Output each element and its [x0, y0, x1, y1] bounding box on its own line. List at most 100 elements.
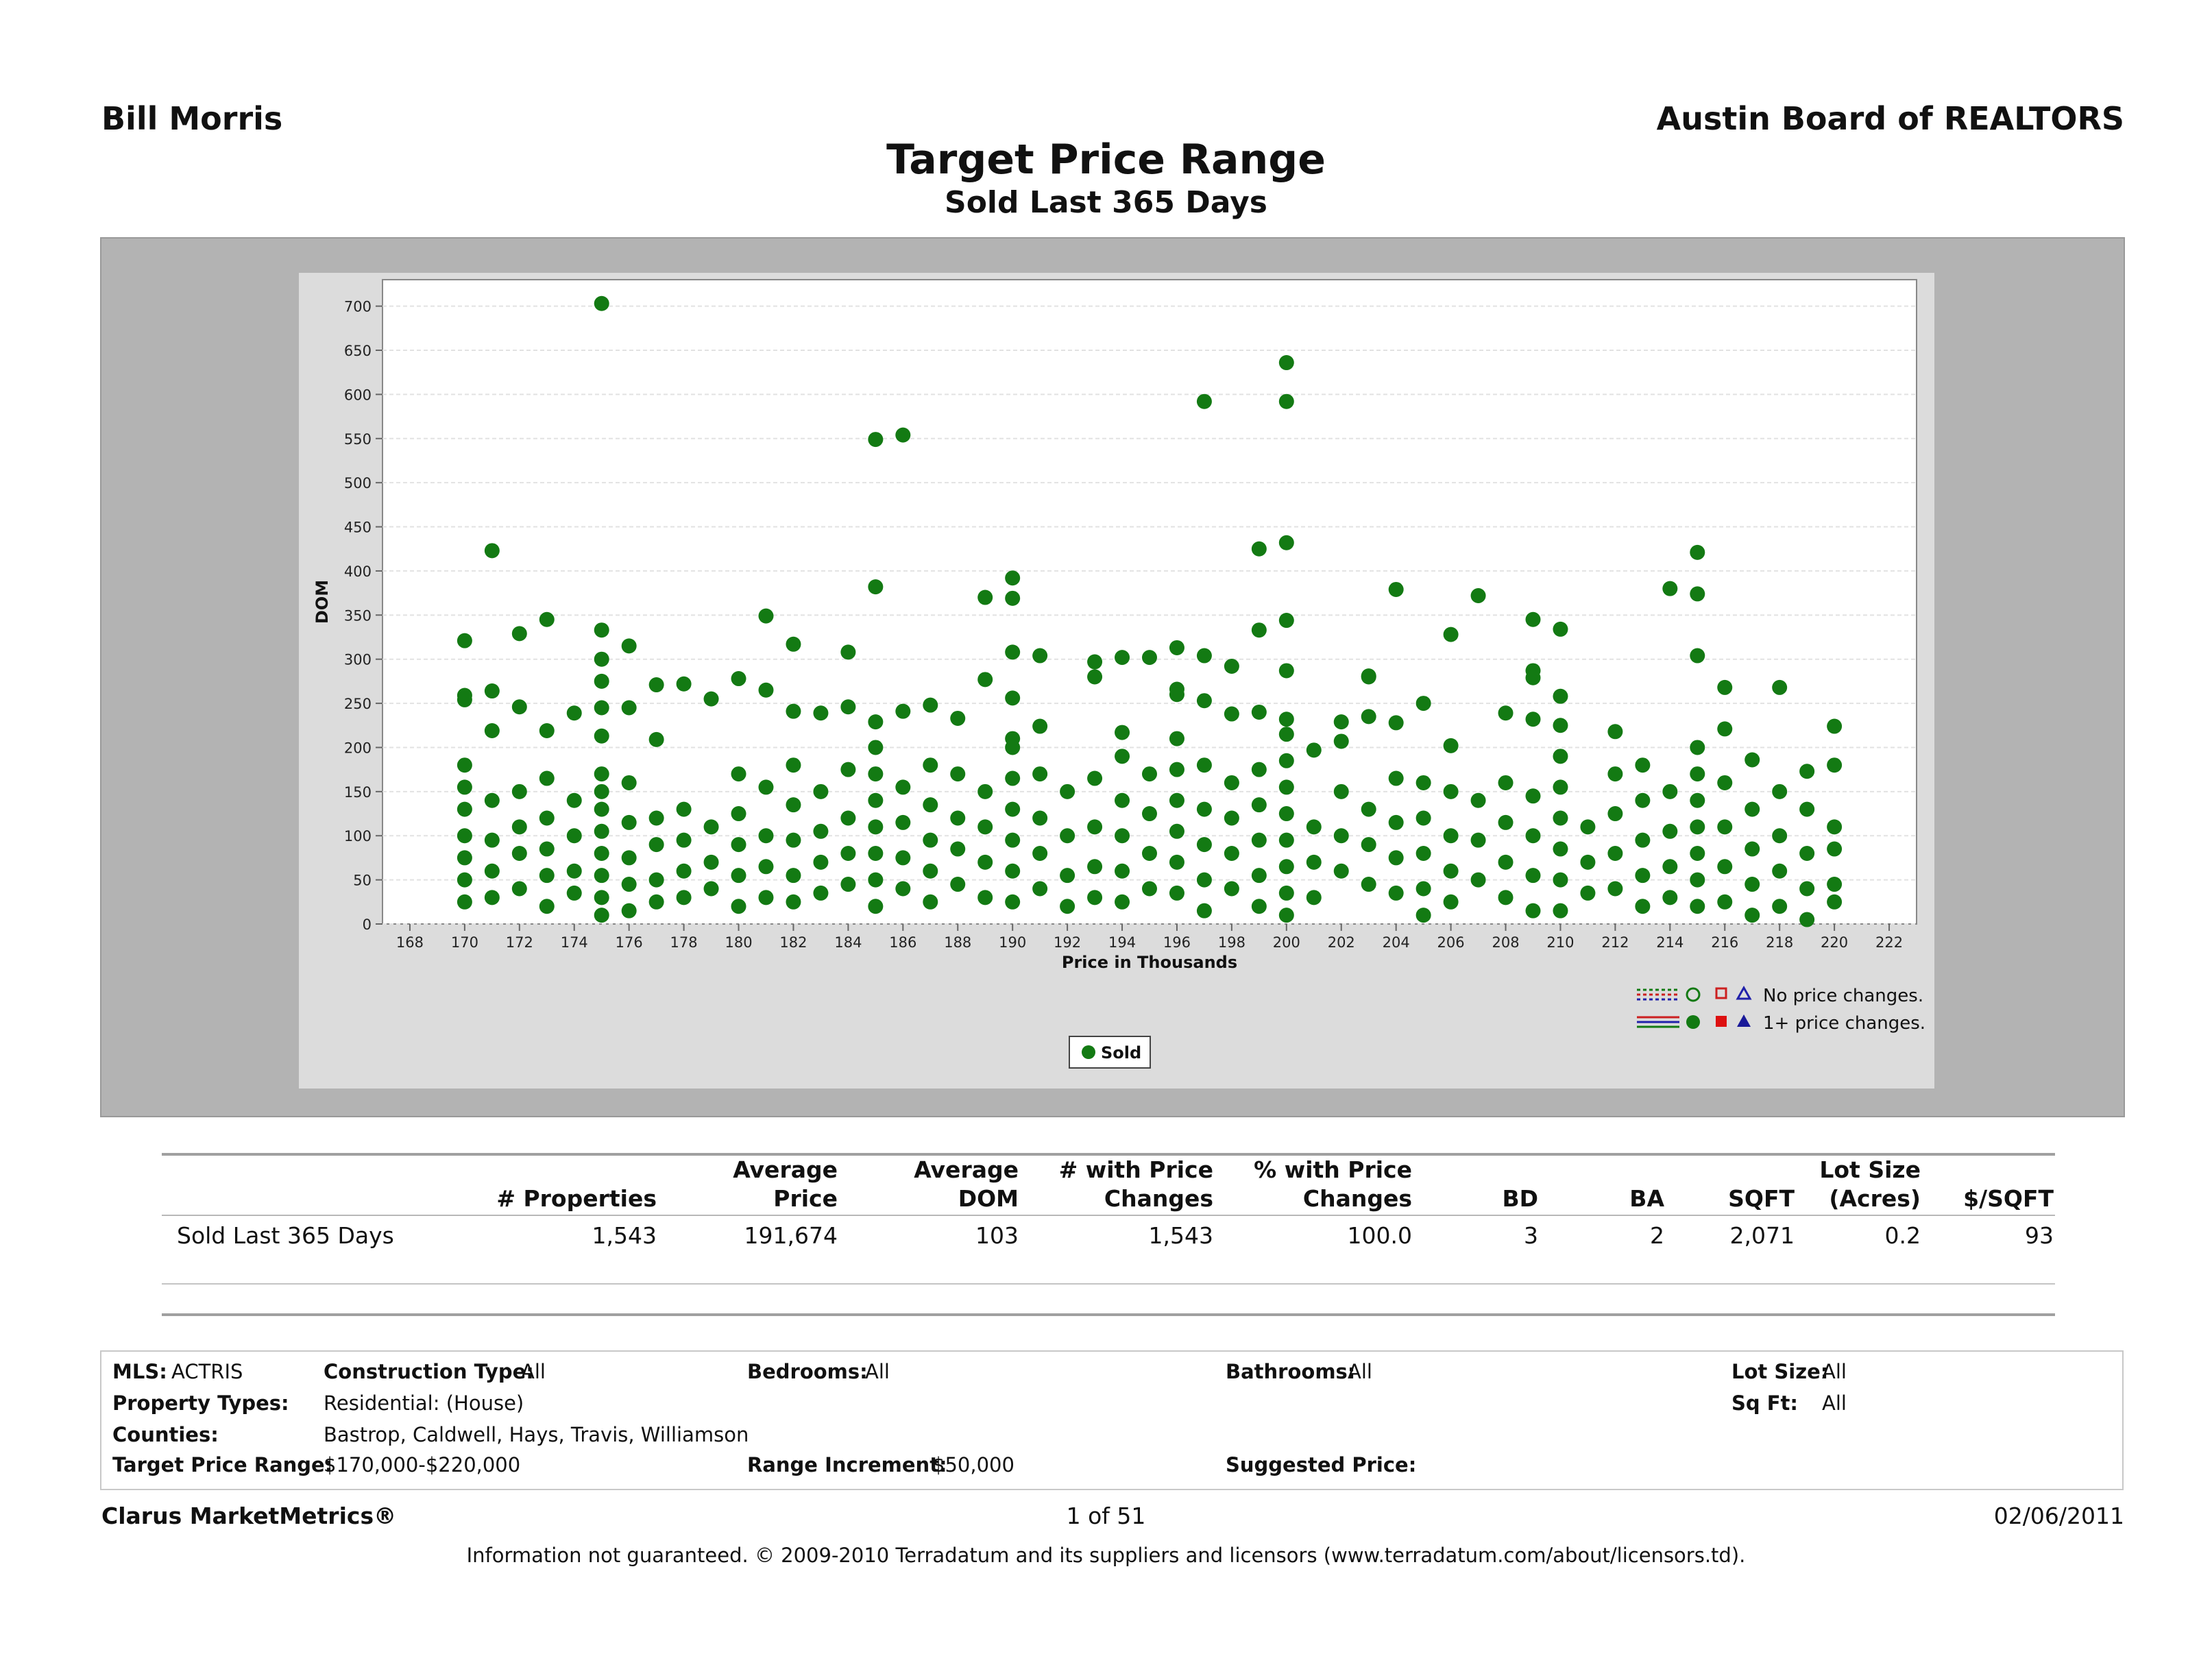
data-point — [1388, 770, 1404, 786]
data-point — [1005, 894, 1021, 910]
data-point — [1470, 872, 1486, 888]
bedrooms-value: All — [865, 1360, 890, 1383]
data-point — [813, 705, 829, 721]
data-point — [1799, 881, 1815, 897]
data-point — [511, 845, 527, 861]
data-point — [1087, 859, 1103, 875]
data-point — [1196, 757, 1212, 773]
data-point — [786, 703, 801, 719]
data-point — [1662, 581, 1678, 596]
data-point — [594, 783, 609, 799]
data-point — [1553, 779, 1568, 795]
data-point — [1142, 845, 1157, 861]
data-point — [1388, 850, 1404, 866]
data-point — [594, 908, 609, 923]
data-point — [1251, 541, 1267, 557]
data-point — [1827, 894, 1843, 910]
data-point — [594, 801, 609, 817]
data-point — [1333, 783, 1349, 799]
filled-circle-icon — [1686, 1015, 1700, 1029]
data-point — [539, 868, 555, 884]
table-header-rule — [162, 1215, 2055, 1216]
data-point — [1525, 903, 1541, 919]
data-point — [895, 779, 911, 795]
data-point — [1717, 721, 1733, 737]
y-tick-label: 300 — [344, 652, 372, 668]
x-tick-label: 182 — [779, 934, 807, 951]
data-point — [731, 899, 746, 914]
data-point — [1115, 792, 1130, 808]
data-point — [1635, 868, 1651, 884]
table-cell: 100.0 — [1347, 1222, 1412, 1249]
data-point — [1635, 832, 1651, 848]
data-point — [923, 894, 938, 910]
y-tick-label: 700 — [344, 299, 372, 315]
x-tick-label: 198 — [1218, 934, 1245, 951]
table-cell: 2,071 — [1729, 1222, 1795, 1249]
data-point — [1388, 814, 1404, 830]
data-point — [950, 841, 966, 857]
y-tick-label: 50 — [353, 873, 372, 889]
data-point — [1799, 912, 1815, 927]
data-point — [594, 651, 609, 667]
data-point — [786, 797, 801, 813]
data-point — [1827, 757, 1843, 773]
x-tick-label: 184 — [834, 934, 862, 951]
data-point — [648, 731, 664, 747]
data-point — [1690, 845, 1705, 861]
target-range-label: Target Price Range: — [112, 1453, 333, 1476]
price-change-legend: No price changes. 1+ price changes. — [1637, 985, 1925, 1034]
data-point — [1251, 797, 1267, 813]
data-point — [1224, 706, 1239, 722]
data-point — [1060, 828, 1075, 844]
data-point — [1115, 894, 1130, 910]
data-point — [1196, 801, 1212, 817]
x-tick-label: 216 — [1711, 934, 1738, 951]
range-increment-label: Range Increment: — [747, 1453, 947, 1476]
data-point — [594, 700, 609, 716]
data-point — [1032, 845, 1048, 861]
data-point — [1388, 885, 1404, 901]
data-point — [1690, 740, 1705, 755]
data-point — [786, 757, 801, 773]
data-point — [1251, 704, 1267, 720]
data-point — [594, 868, 609, 884]
data-point — [457, 828, 472, 844]
x-tick-label: 220 — [1821, 934, 1848, 951]
suggested-price-label: Suggested Price: — [1226, 1453, 1417, 1476]
data-point — [1827, 718, 1843, 734]
filled-triangle-icon — [1737, 1014, 1751, 1027]
data-point — [1224, 775, 1239, 790]
data-point — [1745, 752, 1760, 768]
data-point — [1443, 738, 1459, 753]
data-point — [923, 757, 938, 773]
x-tick-label: 192 — [1054, 934, 1081, 951]
data-point — [1278, 663, 1294, 679]
plot-area — [382, 279, 1917, 925]
data-point — [1169, 885, 1184, 901]
x-tick-label: 170 — [451, 934, 478, 951]
table-header-cell: # Properties — [496, 1185, 657, 1212]
x-tick-label: 202 — [1328, 934, 1355, 951]
y-tick-label: 600 — [344, 387, 372, 403]
data-point — [1087, 819, 1103, 835]
property-types-value: Residential: (House) — [324, 1391, 524, 1415]
data-point — [977, 783, 993, 799]
sold-legend-label: Sold — [1101, 1043, 1141, 1062]
data-point — [1553, 621, 1568, 637]
data-point — [676, 890, 692, 905]
data-point — [758, 608, 774, 624]
data-point — [1635, 792, 1651, 808]
legend-change-label: 1+ price changes. — [1763, 1013, 1925, 1034]
data-point — [1745, 877, 1760, 892]
data-point — [1251, 762, 1267, 777]
sqft-value: All — [1822, 1391, 1847, 1415]
data-point — [868, 579, 884, 595]
search-criteria-panel: MLS: ACTRIS Construction Type: All Bedro… — [100, 1350, 2124, 1490]
data-point — [1333, 714, 1349, 730]
data-point — [1690, 544, 1705, 560]
data-point — [1553, 903, 1568, 919]
data-point — [1525, 868, 1541, 884]
data-point — [511, 626, 527, 642]
data-point — [676, 832, 692, 848]
